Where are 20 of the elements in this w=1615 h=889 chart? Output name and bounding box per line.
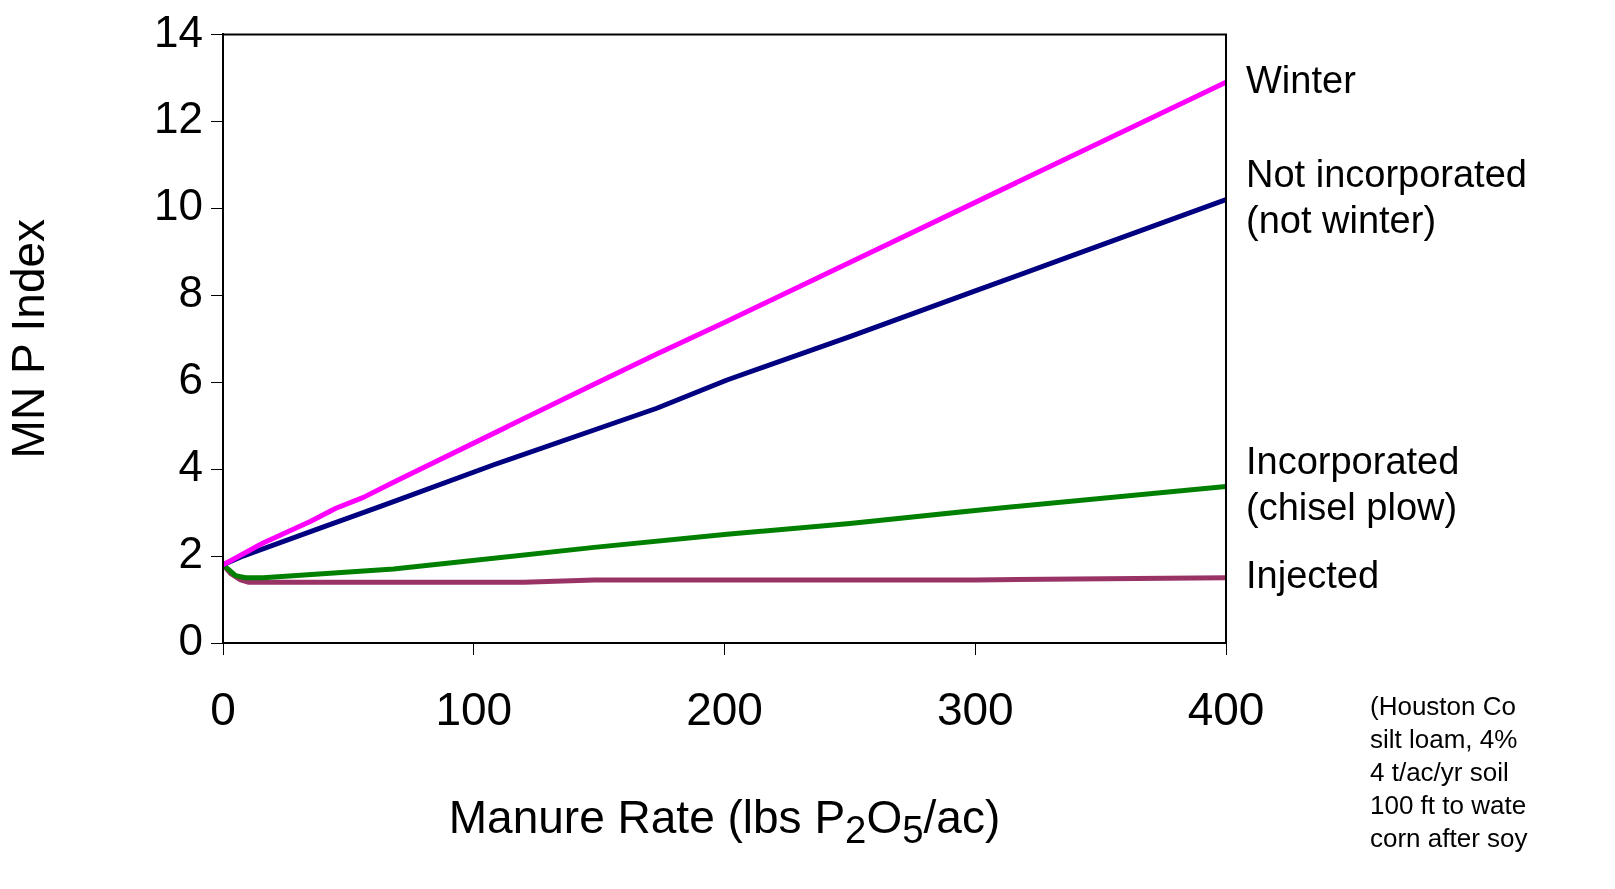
y-tick-label: 4 bbox=[178, 441, 203, 491]
y-tick-label: 10 bbox=[154, 180, 203, 230]
series-label: Not incorporated (not winter) bbox=[1246, 153, 1527, 242]
x-tick-label: 200 bbox=[686, 683, 763, 736]
y-tick-label: 2 bbox=[178, 528, 203, 578]
series-label: Winter bbox=[1246, 58, 1357, 101]
text: (Houston Co silt loam, 4% 4 t/ac/yr soil 100 ft to wate corn after soy bbox=[1370, 690, 1528, 855]
x-tick-label: 400 bbox=[1187, 683, 1265, 736]
x-axis-title: Manure Rate (lbs P$_{2}$O$_{5}$/ac) bbox=[447, 790, 1002, 853]
x-tick-label: 300 bbox=[936, 683, 1014, 736]
y-tick-label: 0 bbox=[178, 615, 203, 665]
series-label: Injected bbox=[1246, 554, 1380, 597]
y-tick-label: 8 bbox=[178, 267, 203, 317]
y-tick-label: 6 bbox=[178, 354, 203, 404]
y-tick-label: 14 bbox=[154, 6, 203, 56]
x-tick-label: 0 bbox=[210, 683, 236, 736]
x-tick-label: 100 bbox=[435, 683, 513, 736]
y-axis-title: MN P Index bbox=[2, 218, 55, 459]
y-tick-label: 12 bbox=[154, 93, 203, 143]
series-label: Incorporated (chisel plow) bbox=[1246, 439, 1460, 528]
